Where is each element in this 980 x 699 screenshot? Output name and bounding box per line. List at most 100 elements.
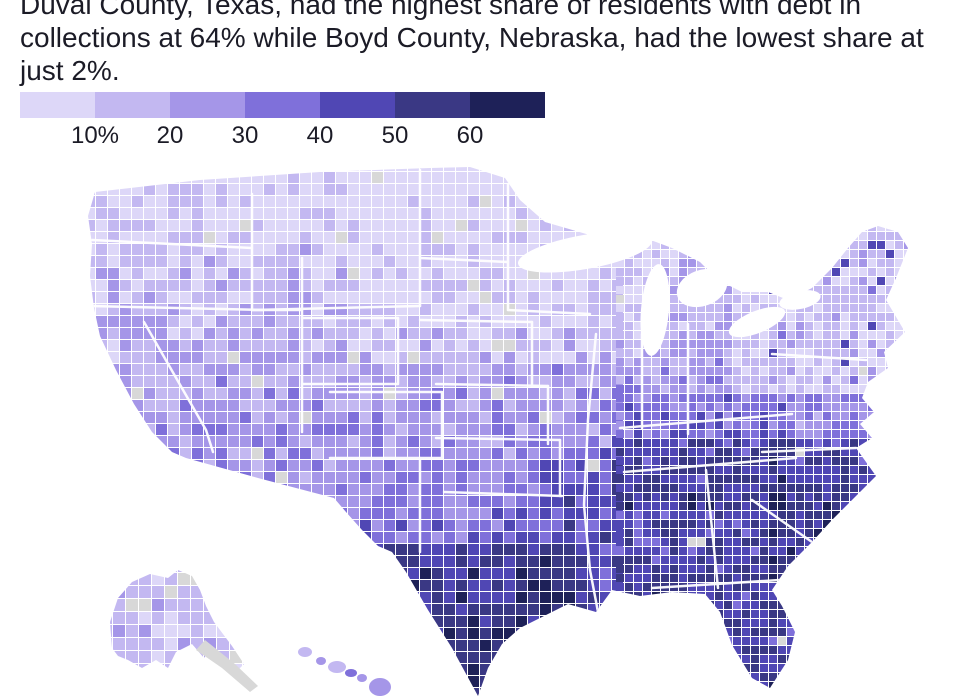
county-cell [859,430,867,438]
county-cell [715,214,723,222]
county-cell [312,592,323,603]
county-cell [126,664,138,672]
county-cell [516,424,527,435]
county-cell [814,529,822,537]
county-cell [868,331,876,339]
county-cell [228,532,239,543]
county-cell [204,664,216,672]
county-cell [796,448,804,456]
county-cell [778,376,786,384]
county-cell [850,475,858,483]
county-cell [192,436,203,447]
county-cell [88,328,95,339]
county-cell [922,187,930,195]
county-cell [625,556,633,564]
county-cell [967,673,975,681]
county-cell [132,568,143,579]
county-cell [264,376,275,387]
county-cell [168,304,179,315]
county-cell [324,304,335,315]
county-cell [949,547,957,555]
county-cell [967,583,975,591]
county-cell [688,394,696,402]
county-cell [877,619,885,627]
county-cell [88,424,95,435]
county-cell [787,421,795,429]
county-cell [360,568,371,579]
county-cell [504,400,515,411]
county-cell [688,214,696,222]
county-cell [760,430,768,438]
county-cell [904,232,908,240]
county-cell [372,172,383,183]
county-cell [841,367,849,375]
county-cell [384,304,395,315]
county-cell [168,388,179,399]
county-cell [724,223,732,231]
county-cell [168,496,179,507]
county-cell [600,676,611,687]
county-cell [850,664,858,672]
county-cell [832,232,840,240]
county-cell [715,448,723,456]
county-cell [588,448,599,459]
county-cell [958,664,966,672]
county-cell [922,331,930,339]
county-cell [348,256,359,267]
county-cell [144,316,155,327]
county-cell [324,580,335,591]
county-cell [661,223,669,231]
county-cell [180,244,191,255]
county-cell [396,400,407,411]
county-cell [814,187,822,195]
county-cell [240,448,251,459]
county-cell [904,178,908,186]
county-cell [868,205,876,213]
legend-tick-label: 20 [156,122,184,149]
county-cell [336,184,347,195]
county-cell [805,457,813,465]
county-cell [913,430,921,438]
county-cell [949,466,957,474]
county-cell [564,532,575,543]
county-cell [276,532,287,543]
county-cell [706,538,714,546]
county-cell [670,547,678,555]
county-cell [552,280,563,291]
county-cell [600,484,611,495]
county-cell [528,496,539,507]
county-cell [468,172,479,183]
county-cell [88,544,95,555]
county-cell [576,388,587,399]
county-cell [444,532,455,543]
county-cell [859,601,867,609]
county-cell [904,349,908,357]
county-cell [796,214,804,222]
county-cell [120,196,131,207]
county-cell [276,376,287,387]
county-cell [805,340,813,348]
county-cell [949,520,957,528]
county-cell [312,640,323,651]
county-cell [600,460,611,471]
county-cell [796,583,804,591]
county-cell [850,619,858,627]
county-cell [420,652,431,663]
county-cell [688,520,696,528]
county-cell [168,376,179,387]
county-cell [922,160,930,168]
county-cell [516,652,527,663]
county-cell [742,304,750,312]
county-cell [228,688,239,696]
county-cell [922,529,930,537]
county-cell [540,196,551,207]
county-cell [360,460,371,471]
county-cell [850,223,858,231]
county-cell [336,496,347,507]
county-cell [859,187,867,195]
county-cell [634,223,642,231]
county-cell [886,466,894,474]
county-cell [468,604,479,615]
county-cell [814,385,822,393]
county-cell [751,646,759,654]
